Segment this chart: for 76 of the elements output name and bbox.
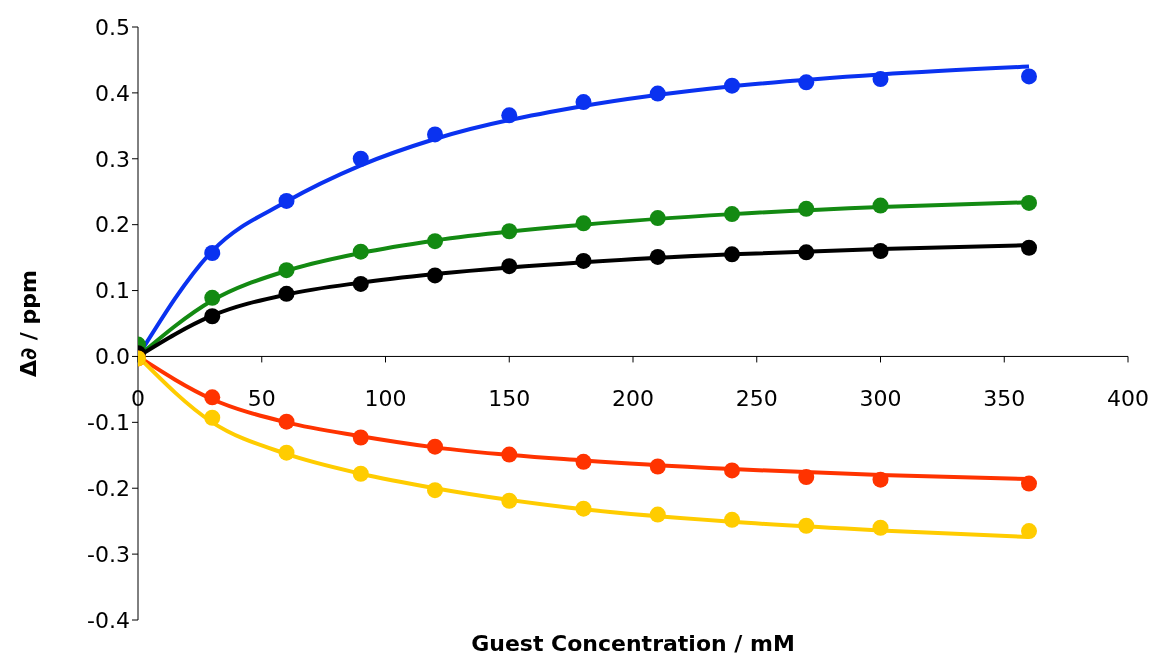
- point: [724, 246, 740, 263]
- point: [798, 517, 815, 534]
- point: [649, 248, 666, 265]
- point: [798, 244, 815, 261]
- x-tick-label: 400: [1107, 386, 1149, 412]
- point: [872, 519, 889, 536]
- y-tick-label: 0.1: [95, 278, 130, 304]
- point: [278, 285, 295, 302]
- point: [278, 413, 295, 430]
- point: [427, 482, 443, 499]
- x-tick-label: 100: [364, 386, 407, 412]
- point: [501, 258, 518, 275]
- y-tick-label: -0.2: [87, 476, 130, 502]
- point: [1021, 239, 1037, 256]
- point: [278, 262, 295, 279]
- point: [278, 192, 295, 209]
- point: [798, 469, 815, 486]
- y-tick-label: -0.4: [87, 607, 130, 633]
- point: [501, 107, 518, 124]
- point: [427, 438, 443, 455]
- point: [352, 243, 369, 260]
- x-tick-label: 150: [488, 386, 531, 412]
- point: [278, 444, 295, 461]
- point: [501, 492, 518, 509]
- point: [649, 210, 666, 227]
- point: [1021, 475, 1037, 492]
- point: [1021, 194, 1037, 211]
- point: [352, 465, 369, 482]
- x-tick-label: 200: [612, 386, 654, 412]
- point: [501, 223, 518, 240]
- y-tick-label: 0.2: [95, 212, 130, 238]
- x-tick-label: 250: [735, 386, 778, 412]
- point: [204, 389, 221, 406]
- point: [872, 471, 889, 488]
- point: [352, 429, 369, 446]
- point: [501, 446, 518, 463]
- point: [575, 453, 592, 470]
- point: [724, 206, 740, 223]
- point: [649, 85, 666, 102]
- point: [649, 458, 666, 475]
- y-tick-label: 0.5: [95, 14, 130, 40]
- y-tick-label: 0.0: [95, 344, 130, 370]
- point: [575, 252, 592, 269]
- point: [204, 308, 221, 325]
- point: [427, 233, 443, 250]
- point: [352, 150, 369, 167]
- point: [1021, 523, 1037, 540]
- x-tick-label: 350: [983, 386, 1026, 412]
- point: [204, 245, 221, 261]
- point: [427, 126, 443, 143]
- point: [427, 267, 443, 284]
- x-axis-title: Guest Concentration / mM: [471, 631, 795, 656]
- point: [204, 409, 221, 426]
- y-tick-label: -0.1: [87, 410, 130, 436]
- point: [575, 94, 592, 111]
- point: [724, 511, 740, 528]
- x-tick-label: 0: [131, 386, 145, 412]
- point: [204, 289, 221, 306]
- point: [575, 500, 592, 517]
- point: [352, 275, 369, 292]
- x-tick-label: 300: [859, 386, 902, 412]
- point: [724, 77, 740, 94]
- point: [575, 215, 592, 232]
- y-axis-title: Δ∂ / ppm: [15, 270, 41, 377]
- point: [798, 74, 815, 91]
- x-tick-label: 50: [247, 386, 276, 412]
- point: [872, 243, 889, 260]
- point: [872, 71, 889, 88]
- y-tick-label: 0.3: [95, 146, 130, 172]
- point: [724, 462, 740, 479]
- point: [649, 506, 666, 523]
- point: [1021, 68, 1037, 85]
- y-tick-label: 0.4: [95, 80, 130, 106]
- point: [798, 200, 815, 217]
- y-tick-label: -0.3: [87, 541, 130, 567]
- point: [872, 197, 889, 214]
